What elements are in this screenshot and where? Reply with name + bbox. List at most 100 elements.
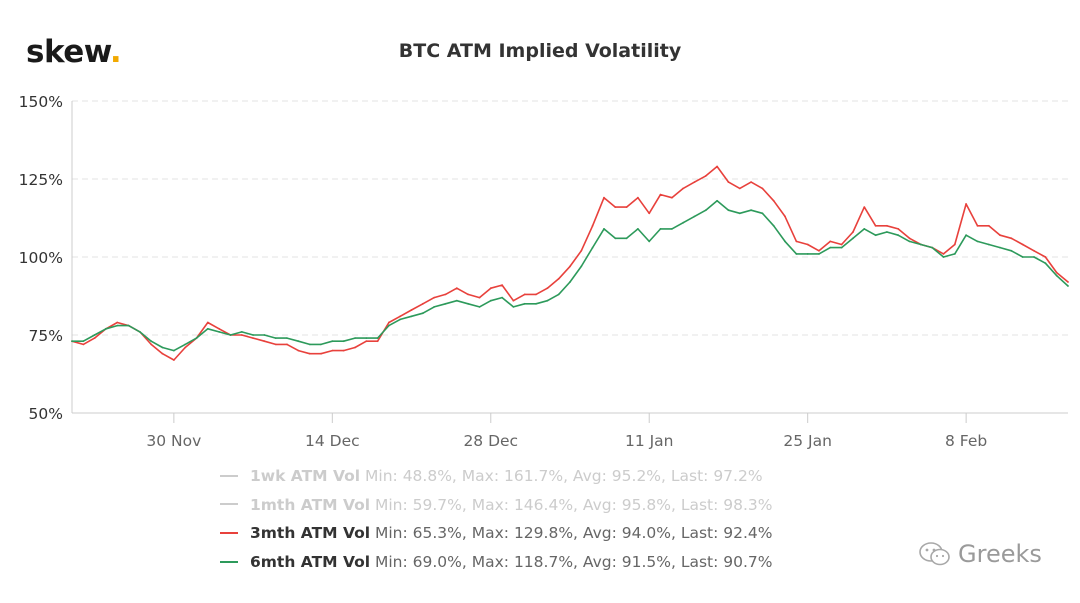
6mth-atm-vol-point bbox=[127, 324, 130, 327]
6mth-atm-vol-point bbox=[784, 240, 786, 243]
legend-swatch bbox=[220, 560, 238, 563]
6mth-atm-vol-point bbox=[772, 224, 775, 227]
legend-item-1wk-atm-vol[interactable]: 1wk ATM Vol Min: 48.8%, Max: 161.7%, Avg… bbox=[220, 462, 920, 491]
6mth-atm-vol-point bbox=[999, 246, 1001, 249]
6mth-atm-vol-point bbox=[682, 221, 685, 224]
6mth-atm-vol-point bbox=[818, 253, 820, 255]
6mth-atm-vol-point bbox=[399, 318, 402, 321]
3mth-atm-vol-point bbox=[1067, 281, 1069, 283]
3mth-atm-vol-point bbox=[93, 337, 96, 339]
legend-series-stats: Min: 69.0%, Max: 118.7%, Avg: 91.5%, Las… bbox=[370, 553, 773, 572]
3mth-atm-vol-point bbox=[727, 181, 730, 184]
legend-series-name: 1wk ATM Vol bbox=[250, 467, 361, 485]
y-tick-label: 100% bbox=[19, 249, 63, 267]
6mth-atm-vol-point bbox=[942, 256, 945, 258]
6mth-atm-vol-point bbox=[750, 209, 752, 212]
3mth-atm-vol-point bbox=[161, 352, 164, 355]
3mth-atm-vol-point bbox=[750, 181, 752, 184]
3mth-atm-vol-point bbox=[863, 206, 866, 209]
6mth-atm-vol-point bbox=[297, 340, 300, 343]
3mth-atm-vol-point bbox=[512, 299, 515, 302]
x-tick-label: 25 Jan bbox=[783, 432, 832, 450]
6mth-atm-vol-point bbox=[614, 237, 617, 240]
6mth-atm-vol-line bbox=[72, 200, 1069, 352]
3mth-atm-vol-point bbox=[82, 343, 85, 346]
6mth-atm-vol-point bbox=[953, 253, 956, 255]
watermark-text: Greeks bbox=[958, 540, 1042, 568]
y-tick-label: 150% bbox=[19, 93, 63, 111]
3mth-atm-vol-point bbox=[569, 265, 571, 268]
6mth-atm-vol-point bbox=[761, 212, 764, 215]
legend-swatch bbox=[220, 531, 238, 534]
3mth-atm-vol-point bbox=[546, 287, 549, 290]
3mth-atm-vol-point bbox=[263, 340, 266, 343]
3mth-atm-vol-point bbox=[467, 293, 469, 296]
3mth-atm-vol-point bbox=[252, 337, 255, 339]
x-tick-label: 8 Feb bbox=[945, 432, 987, 450]
3mth-atm-vol-point bbox=[150, 343, 153, 346]
3mth-atm-vol-point bbox=[840, 243, 843, 246]
6mth-atm-vol-point bbox=[274, 337, 277, 339]
3mth-atm-vol-point bbox=[297, 349, 300, 352]
3mth-atm-vol-point bbox=[399, 315, 402, 318]
legend-swatch bbox=[220, 503, 238, 506]
3mth-atm-vol-point bbox=[953, 243, 956, 246]
6mth-atm-vol-point bbox=[806, 253, 809, 255]
6mth-atm-vol-point bbox=[920, 243, 922, 246]
legend-item-3mth-atm-vol[interactable]: 3mth ATM Vol Min: 65.3%, Max: 129.8%, Av… bbox=[220, 519, 920, 548]
6mth-atm-vol-point bbox=[286, 337, 288, 339]
6mth-atm-vol-point bbox=[512, 306, 515, 308]
legend-item-6mth-atm-vol[interactable]: 6mth ATM Vol Min: 69.0%, Max: 118.7%, Av… bbox=[220, 548, 920, 577]
legend-item-1mth-atm-vol[interactable]: 1mth ATM Vol Min: 59.7%, Max: 146.4%, Av… bbox=[220, 491, 920, 520]
3mth-atm-vol-point bbox=[942, 253, 945, 255]
3mth-atm-vol-point bbox=[240, 334, 243, 336]
6mth-atm-vol-point bbox=[1021, 256, 1024, 258]
3mth-atm-vol-point bbox=[1055, 271, 1058, 274]
3mth-atm-vol-point bbox=[116, 321, 119, 324]
3mth-atm-vol-point bbox=[987, 224, 990, 227]
3mth-atm-vol-point bbox=[410, 309, 413, 311]
3mth-atm-vol-point bbox=[489, 287, 492, 290]
6mth-atm-vol-point bbox=[886, 231, 888, 233]
x-tick-label: 30 Nov bbox=[146, 432, 201, 450]
3mth-atm-vol-point bbox=[704, 175, 707, 177]
3mth-atm-vol-point bbox=[342, 349, 345, 352]
6mth-atm-vol-point bbox=[874, 234, 877, 237]
3mth-atm-vol-point bbox=[173, 359, 175, 361]
3mth-atm-vol-point bbox=[761, 187, 764, 190]
6mth-atm-vol-point bbox=[105, 327, 107, 330]
3mth-atm-vol-point bbox=[523, 293, 526, 296]
6mth-atm-vol-point bbox=[1010, 249, 1013, 252]
3mth-atm-vol-point bbox=[625, 206, 628, 209]
6mth-atm-vol-point bbox=[93, 334, 96, 336]
6mth-atm-vol-point bbox=[569, 281, 571, 283]
6mth-atm-vol-point bbox=[71, 340, 73, 343]
3mth-atm-vol-point bbox=[422, 302, 424, 305]
chart-legend: 1wk ATM Vol Min: 48.8%, Max: 161.7%, Avg… bbox=[220, 462, 920, 577]
6mth-atm-vol-point bbox=[1055, 274, 1058, 277]
6mth-atm-vol-point bbox=[489, 299, 492, 302]
3mth-atm-vol-point bbox=[795, 240, 798, 243]
6mth-atm-vol-point bbox=[308, 343, 311, 346]
6mth-atm-vol-point bbox=[1044, 262, 1047, 265]
6mth-atm-vol-point bbox=[184, 343, 187, 346]
6mth-atm-vol-point bbox=[116, 324, 119, 327]
legend-series-stats: Min: 48.8%, Max: 161.7%, Avg: 95.2%, Las… bbox=[360, 467, 763, 485]
3mth-atm-vol-point bbox=[637, 196, 639, 199]
legend-series-name: 3mth ATM Vol bbox=[250, 524, 371, 543]
3mth-atm-vol-line bbox=[71, 165, 1069, 361]
6mth-atm-vol-point bbox=[535, 302, 537, 305]
3mth-atm-vol-point bbox=[1044, 256, 1047, 258]
3mth-atm-vol-point bbox=[376, 340, 379, 343]
wechat-icon bbox=[919, 542, 950, 566]
6mth-atm-vol-point bbox=[523, 302, 526, 305]
y-tick-label: 125% bbox=[19, 171, 63, 189]
3mth-atm-vol-point bbox=[852, 231, 854, 233]
6mth-atm-vol-point bbox=[252, 334, 255, 336]
legend-series-name: 6mth ATM Vol bbox=[250, 553, 371, 572]
3mth-atm-vol-point bbox=[444, 293, 447, 296]
6mth-atm-vol-point bbox=[704, 209, 707, 212]
3mth-atm-vol-point bbox=[591, 224, 594, 227]
3mth-atm-vol-point bbox=[501, 284, 503, 286]
